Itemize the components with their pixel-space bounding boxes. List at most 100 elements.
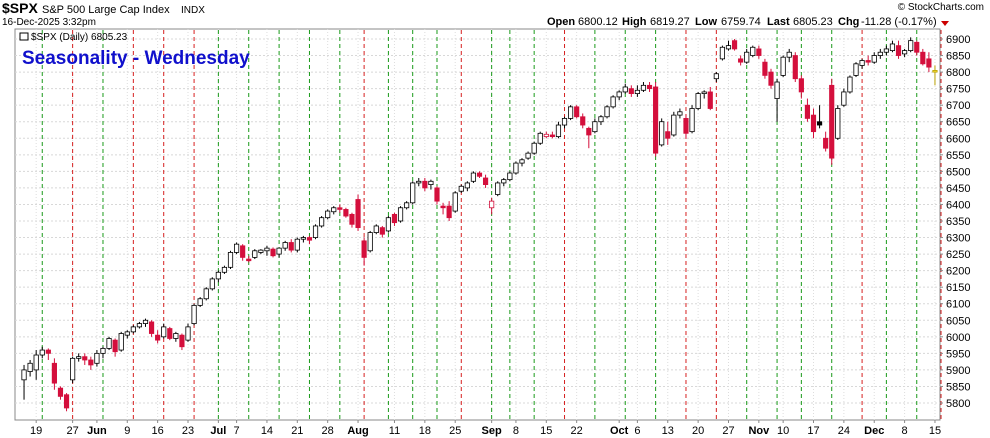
candle-body [653,86,659,154]
y-tick-label: 6400 [946,199,970,211]
candle-body [908,40,914,51]
candle-body [258,249,264,253]
candle-body [422,180,428,189]
candle-body [501,179,507,184]
candle-body [507,172,513,181]
candle-body [768,71,774,86]
candle-body [519,159,525,164]
candle-body [331,207,337,213]
x-tick-label: Nov [748,425,770,437]
candle-body [118,333,124,351]
y-tick-label: 5800 [946,398,970,410]
candle-body [94,352,100,364]
candle-body [227,252,234,268]
candle-body [792,55,798,80]
y-tick-label: 6200 [946,266,970,278]
candle-body [112,339,118,353]
candle-body [750,46,756,56]
candle-body [264,247,270,252]
x-tick-label: 20 [692,425,704,437]
candle-body [76,356,82,359]
candle-body [142,319,149,324]
y-tick-label: 6000 [946,332,970,344]
candle-body [349,213,355,225]
candle-body [744,51,750,63]
candle-body [319,217,325,227]
y-tick-label: 6500 [946,166,970,178]
candle-body [215,271,221,280]
candle-body [823,137,829,149]
candle-body [434,187,440,202]
candle-body [677,111,683,116]
open-value: 6800.12 [578,16,618,28]
candle-body [452,192,458,212]
candle-body [209,278,215,290]
candle-body [774,81,780,99]
x-tick-label: 24 [838,425,850,437]
candle-body [70,357,76,381]
candle-body [489,200,495,209]
candle-body [628,88,634,94]
candle-body [604,106,610,118]
candle-body [391,213,398,224]
x-tick-label: 23 [182,425,194,437]
candle-body [561,118,568,126]
candle-body [446,205,452,219]
y-tick-label: 5950 [946,348,970,360]
candle-body [592,121,598,133]
candle-body [829,84,835,159]
candle-body [379,227,385,235]
candle-body [689,108,695,133]
candle-body [185,326,191,341]
y-tick-label: 6750 [946,84,970,96]
x-tick-label: 27 [722,425,734,437]
candle-body [221,266,228,273]
y-tick-label: 6100 [946,299,970,311]
candle-body [428,180,434,185]
candle-body [464,182,470,189]
candle-body [343,209,349,217]
candle-body [762,61,768,76]
x-tick-label: 13 [662,425,674,437]
candle-body [598,116,604,123]
candle-body [300,237,306,240]
candle-body [586,127,592,136]
candle-body [665,131,671,139]
x-tick-label: 18 [419,425,431,437]
candle-body [568,106,574,119]
exchange-label: INDX [181,5,205,16]
candle-body [173,333,179,339]
candle-body [695,93,701,109]
candle-body [33,354,39,371]
candle-body [847,76,853,93]
candle-body [82,356,88,361]
candle-body [531,142,537,154]
y-tick-label: 6850 [946,51,970,63]
x-tick-label: 11 [389,425,400,437]
candle-body [288,242,294,251]
candle-body [932,70,938,73]
y-tick-label: 6250 [946,249,970,261]
y-tick-label: 5850 [946,381,970,393]
y-tick-label: 6650 [946,117,970,129]
chg-down-arrow-icon [941,21,949,26]
candle-body [124,331,130,336]
high-value: 6819.27 [650,16,690,28]
chg-label: Chg [838,16,859,28]
candle-body [367,232,373,252]
x-axis: 19 27 Jun 9 16 23 Jul 7 14 21 28 Aug 11 18 25 Sep 8 15 22 O… [30,420,941,437]
y-tick-label: 6800 [946,67,970,79]
candle-body [63,394,70,409]
candle-body [148,321,155,334]
candle-body [312,225,319,238]
candle-body [719,46,726,60]
low-label: Low [695,16,717,28]
candle-body [45,349,51,354]
x-tick-label: 14 [261,425,273,437]
candle-body [385,217,391,232]
candle-body [574,106,580,118]
symbol: $SPX [2,0,38,16]
y-tick-label: 6550 [946,150,970,162]
candle-body [816,121,823,126]
